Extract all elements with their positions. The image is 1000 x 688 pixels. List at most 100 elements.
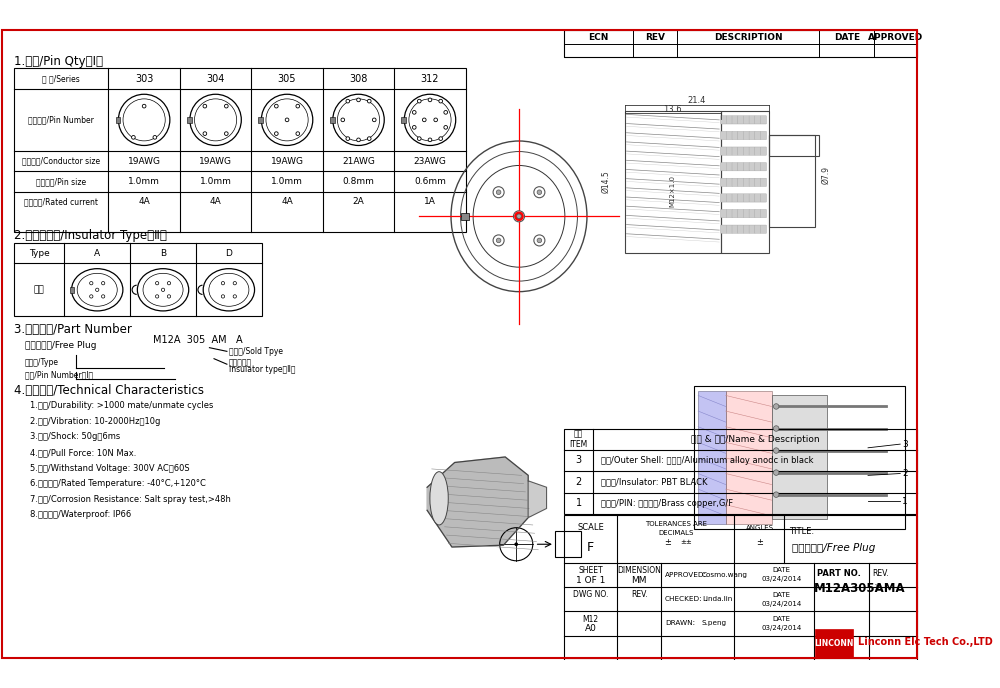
Circle shape: [496, 238, 501, 243]
FancyBboxPatch shape: [760, 194, 766, 202]
Bar: [564, 515, 917, 660]
Text: Cosmo.wang: Cosmo.wang: [702, 572, 748, 578]
Polygon shape: [528, 481, 547, 517]
Text: 2.绹缘体型号/Insulator Type（Ⅱ）: 2.绹缘体型号/Insulator Type（Ⅱ）: [14, 229, 167, 242]
Text: 23AWG: 23AWG: [414, 157, 446, 166]
Text: D: D: [225, 248, 232, 257]
FancyBboxPatch shape: [721, 116, 727, 124]
Text: 导体直径/Pin size: 导体直径/Pin size: [36, 177, 86, 186]
FancyBboxPatch shape: [732, 162, 738, 171]
Text: 颗定电流/Rated current: 颗定电流/Rated current: [24, 197, 98, 206]
FancyBboxPatch shape: [743, 131, 749, 140]
Bar: [769, 136, 819, 155]
Circle shape: [367, 137, 371, 140]
Text: 1.寿命/Durability: >1000 mate/unmate cycles: 1.寿命/Durability: >1000 mate/unmate cycle…: [30, 401, 214, 410]
FancyBboxPatch shape: [732, 209, 738, 217]
Bar: [401, 117, 406, 122]
Circle shape: [285, 118, 289, 122]
Text: 针数/Pin Number（Ⅰ）: 针数/Pin Number（Ⅰ）: [25, 371, 93, 380]
Text: 2A: 2A: [353, 197, 364, 206]
FancyBboxPatch shape: [755, 178, 761, 186]
Text: TITLE:: TITLE:: [789, 527, 814, 536]
Circle shape: [517, 214, 521, 219]
Bar: [874, 30, 917, 43]
Circle shape: [90, 294, 93, 298]
FancyBboxPatch shape: [760, 225, 766, 233]
Circle shape: [434, 118, 438, 122]
FancyBboxPatch shape: [760, 116, 766, 124]
Text: 外壳/Outer Shell: 铝黑色/Aluminum alloy anodc in black: 外壳/Outer Shell: 铝黑色/Aluminum alloy anodc…: [601, 456, 813, 465]
Circle shape: [417, 99, 421, 103]
Circle shape: [346, 99, 350, 103]
FancyBboxPatch shape: [732, 225, 738, 233]
Text: 4A: 4A: [281, 197, 293, 206]
Text: 3.冲击/Shock: 50g・6ms: 3.冲击/Shock: 50g・6ms: [30, 432, 121, 441]
Text: Insulator type（Ⅱ）: Insulator type（Ⅱ）: [229, 365, 295, 374]
Circle shape: [412, 125, 416, 129]
Circle shape: [96, 288, 99, 292]
Text: APPROVED: APPROVED: [868, 33, 923, 42]
Text: PART NO.: PART NO.: [817, 569, 860, 578]
FancyBboxPatch shape: [721, 131, 727, 140]
Text: 1: 1: [902, 497, 908, 506]
Text: 4A: 4A: [138, 197, 150, 206]
Text: DATE: DATE: [834, 33, 860, 42]
FancyBboxPatch shape: [743, 162, 749, 171]
FancyBboxPatch shape: [721, 147, 727, 155]
FancyBboxPatch shape: [743, 194, 749, 202]
FancyBboxPatch shape: [738, 178, 744, 186]
Text: A: A: [94, 248, 100, 257]
Text: 304: 304: [206, 74, 225, 83]
Text: M12A  305  AM   A: M12A 305 AM A: [153, 335, 243, 345]
FancyBboxPatch shape: [732, 194, 738, 202]
Ellipse shape: [430, 472, 448, 525]
Text: 19AWG: 19AWG: [128, 157, 161, 166]
FancyBboxPatch shape: [738, 147, 744, 155]
Bar: [14, 68, 466, 232]
Text: 303: 303: [135, 74, 153, 83]
Bar: [116, 117, 120, 122]
Circle shape: [412, 111, 416, 114]
FancyBboxPatch shape: [721, 225, 727, 233]
Circle shape: [341, 118, 345, 122]
Circle shape: [534, 235, 545, 246]
Circle shape: [372, 118, 376, 122]
Circle shape: [357, 138, 360, 142]
Circle shape: [203, 105, 207, 108]
Text: Ø14.5: Ø14.5: [602, 171, 611, 193]
FancyBboxPatch shape: [760, 178, 766, 186]
Bar: [70, 287, 74, 292]
Text: DRAWN:: DRAWN:: [665, 621, 695, 627]
FancyBboxPatch shape: [732, 116, 738, 124]
Text: Linconn Elc Tech Co.,LTD: Linconn Elc Tech Co.,LTD: [858, 636, 993, 647]
Text: REV.: REV.: [631, 590, 648, 599]
Text: CHECKED:: CHECKED:: [665, 596, 703, 602]
Text: ±: ±: [756, 538, 763, 547]
Text: 2: 2: [576, 477, 582, 487]
Circle shape: [346, 137, 350, 140]
Text: 6.温度等级/Rated Temperature: -40°C,+120°C: 6.温度等级/Rated Temperature: -40°C,+120°C: [30, 479, 206, 488]
Bar: [461, 213, 469, 220]
Text: DECIMALS: DECIMALS: [658, 530, 694, 536]
Bar: [819, 30, 874, 43]
Text: 8.防水等级/Waterproof: IP66: 8.防水等级/Waterproof: IP66: [30, 510, 132, 519]
Text: Linda.lin: Linda.lin: [702, 596, 732, 602]
Circle shape: [537, 190, 542, 195]
Circle shape: [367, 99, 371, 103]
Polygon shape: [427, 457, 528, 547]
FancyBboxPatch shape: [755, 194, 761, 202]
Text: DESCRIPTION: DESCRIPTION: [714, 33, 782, 42]
Text: 适配线缆/Conductor size: 适配线缆/Conductor size: [22, 157, 100, 166]
Text: 3.编码原则/Part Number: 3.编码原则/Part Number: [14, 323, 132, 336]
Circle shape: [233, 294, 236, 298]
Text: 19AWG: 19AWG: [271, 157, 304, 166]
Text: 1.0mm: 1.0mm: [128, 177, 160, 186]
Bar: [633, 30, 677, 43]
FancyBboxPatch shape: [732, 147, 738, 155]
Text: F: F: [587, 541, 594, 555]
FancyBboxPatch shape: [755, 209, 761, 217]
FancyBboxPatch shape: [726, 162, 732, 171]
Circle shape: [534, 186, 545, 197]
Text: DWG NO.: DWG NO.: [573, 590, 608, 599]
Text: 5.耐压/Withstand Voltage: 300V AC・60S: 5.耐压/Withstand Voltage: 300V AC・60S: [30, 464, 190, 473]
